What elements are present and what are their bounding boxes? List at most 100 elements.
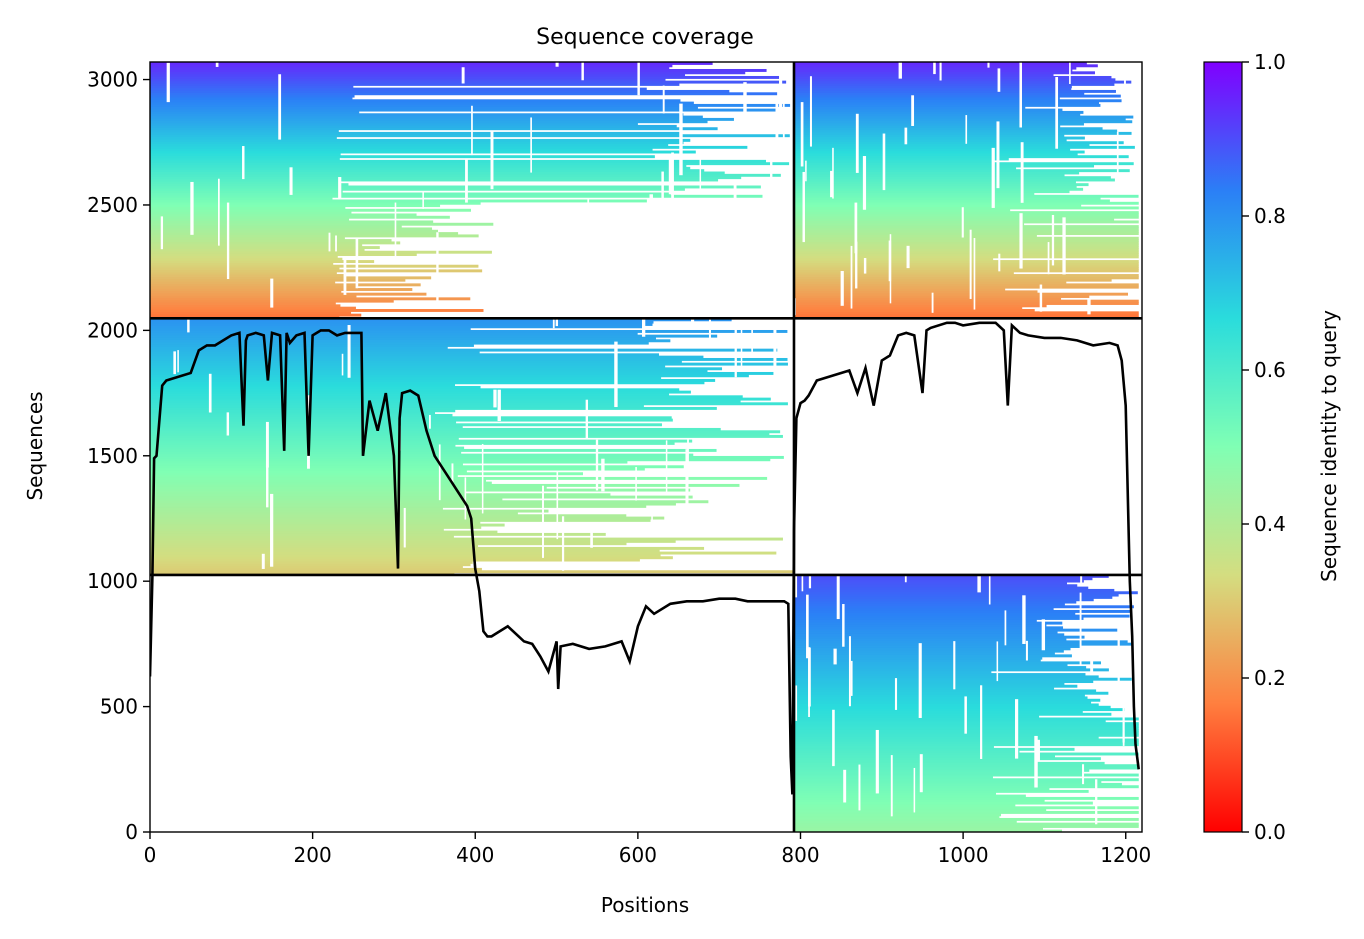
gap-mark [743,82,747,118]
identity-row [150,378,716,382]
identity-row [150,390,691,394]
gap-mark [969,229,972,299]
identity-row [793,668,1109,672]
identity-row [793,743,1139,747]
identity-row [793,281,1067,284]
y-tick-label: 1500 [87,444,138,468]
identity-row [150,497,503,501]
y-axis: 0 500 1000 1500 2000 2500 3000 [87,68,150,844]
identity-row [793,157,1009,161]
identity-row [150,131,683,135]
gap-mark [569,228,572,251]
identity-row [150,502,676,506]
identity-row [150,141,684,145]
identity-row [150,64,673,68]
identity-row [793,78,1116,82]
identity-row [150,73,686,77]
identity-row [793,257,994,261]
identity-row [150,350,480,354]
gap-mark [1082,764,1085,785]
gap-mark [187,318,190,333]
identity-row [150,62,713,65]
gap-mark [855,113,859,173]
identity-row [793,752,1139,756]
identity-row [793,274,1139,277]
gap-mark [770,155,773,194]
identity-row [793,155,1129,159]
identity-row [150,309,484,312]
identity-row [793,586,1089,590]
identity-row [793,621,1063,625]
identity-row [793,827,1043,831]
identity-row [793,815,1000,819]
identity-row [150,367,723,371]
identity-row [150,476,768,480]
identity-row [150,341,649,345]
identity-row [793,733,1139,737]
identity-row [150,267,340,270]
identity-row [150,532,606,536]
identity-row [150,134,790,138]
identity-row [793,278,1112,282]
identity-row [793,799,1045,803]
gap-mark [422,191,424,209]
gap-mark [218,178,220,246]
identity-row [150,124,677,128]
identity-row [793,750,1020,754]
identity-row [793,197,1101,201]
identity-row [793,234,1037,238]
identity-row [793,89,1116,93]
identity-row [793,80,1132,84]
identity-row [150,432,770,436]
identity-row [150,427,721,431]
identity-row [150,157,340,161]
identity-row [150,388,680,392]
identity-row [793,94,1121,98]
identity-row [150,234,479,238]
identity-row [150,264,479,268]
identity-row [150,155,655,159]
identity-row [150,362,788,366]
gap-mark [662,85,665,114]
identity-row [793,92,1085,96]
gap-mark [494,261,499,311]
identity-row [150,271,337,275]
x-tick-label: 200 [294,843,332,867]
identity-row [793,609,1131,613]
identity-row [150,413,453,417]
gap-mark [493,389,497,408]
identity-row [150,213,417,217]
identity-row [150,283,421,287]
gap-mark [265,421,269,468]
identity-row [793,99,1122,103]
identity-row [150,458,771,462]
gap-mark [843,769,847,803]
gap-mark [341,353,344,376]
gap-mark [980,685,983,759]
gap-mark [773,318,777,387]
identity-row [793,171,1080,175]
identity-row [793,712,1112,716]
identity-row [793,759,1035,763]
identity-row [150,346,448,350]
gap-mark [740,318,743,369]
gap-mark [842,604,845,647]
identity-row [793,673,1086,677]
identity-row [793,253,1139,257]
identity-row [150,406,717,410]
identity-row [793,682,1065,686]
identity-row [150,260,375,264]
identity-row [793,715,1040,719]
identity-row [150,383,456,387]
gap-mark [854,202,858,254]
identity-row [150,269,483,273]
colorbar-tick-label: 0.4 [1254,512,1286,536]
identity-row [793,311,1139,315]
identity-row [793,131,1132,135]
gap-mark [911,95,915,126]
identity-row [793,633,1065,637]
gap-mark [614,341,618,408]
identity-row [150,257,343,261]
identity-row [150,327,471,331]
gap-mark [438,444,441,501]
